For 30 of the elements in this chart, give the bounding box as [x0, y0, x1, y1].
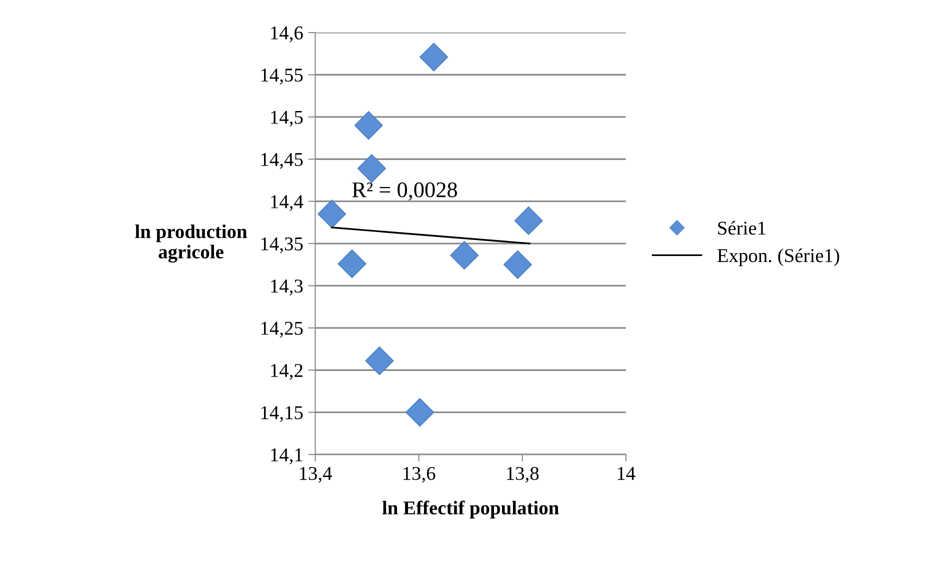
y-tick-label: 14,3 [271, 280, 303, 296]
y-tick-label: 14,1 [271, 448, 302, 464]
point [338, 249, 366, 278]
y-tick-label: 14,2 [271, 364, 302, 380]
x-axis-title: ln Effectif population [382, 500, 559, 518]
point [354, 111, 383, 140]
point [406, 398, 434, 427]
y-tick-label: 14,6 [271, 26, 303, 42]
y-tick-label: 14,45 [261, 153, 303, 169]
point [503, 250, 532, 279]
x-tick-label: 13,8 [507, 466, 539, 483]
legend-label: Série1 [718, 221, 766, 235]
y-tick-label: 14,35 [261, 237, 303, 254]
point [365, 346, 394, 376]
y-tick-label: 14,55 [261, 68, 303, 84]
annotation: R² = 0,0028 [352, 182, 458, 201]
point [450, 241, 479, 270]
x-tick-label: 13,6 [404, 466, 436, 483]
legend-label: Expon. (Série1) [717, 248, 840, 266]
point [420, 42, 448, 72]
y-tick-label: 14,4 [271, 195, 304, 212]
y-tick-label: 14,15 [261, 406, 303, 422]
point [514, 206, 543, 236]
y-axis-title: ln production agricole [135, 224, 248, 263]
y-tick-label: 14,25 [261, 322, 303, 338]
x-tick-label: 14 [618, 466, 636, 480]
y-tick-label: 14,5 [271, 110, 303, 127]
x-tick-label: 13,4 [300, 466, 332, 483]
point [357, 154, 386, 183]
point [318, 200, 346, 228]
